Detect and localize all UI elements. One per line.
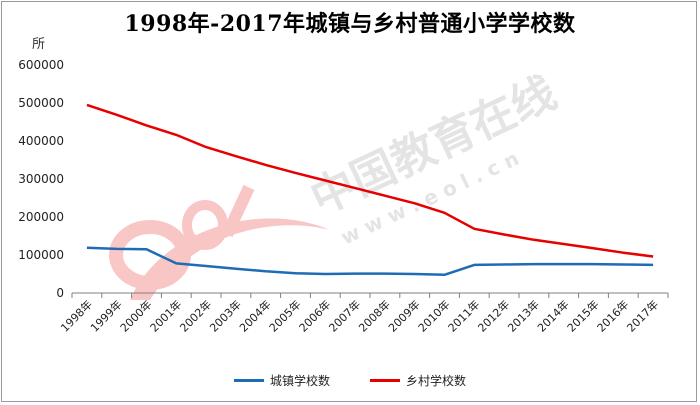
x-tick-label: 2009年: [385, 297, 422, 334]
x-tick-label: 2016年: [594, 297, 631, 334]
x-tick-label: 2015年: [564, 297, 601, 334]
legend-swatch-urban: [233, 378, 264, 382]
legend: 城镇学校数 乡村学校数: [0, 370, 700, 390]
y-axis: 0 100000 200000 300000 400000 500000 600000: [18, 58, 64, 300]
y-tick-label: 300000: [18, 172, 64, 186]
x-tick-label: 2007年: [326, 297, 363, 334]
legend-item-rural: 乡村学校数: [370, 372, 466, 389]
x-tick-label: 2010年: [415, 297, 452, 334]
x-tick-label: 2000年: [117, 297, 154, 334]
x-tick-label: 2005年: [266, 297, 303, 334]
chart-title: 1998年-2017年城镇与乡村普通小学学校数: [124, 11, 576, 37]
y-tick-label: 600000: [18, 58, 64, 72]
series-line-urban: [86, 246, 654, 277]
x-tick-label: 2013年: [505, 297, 542, 334]
x-tick-label: 1998年: [58, 297, 95, 334]
x-tick-label: 2017年: [624, 297, 661, 334]
x-tick-label: 2008年: [356, 297, 393, 334]
legend-item-urban: 城镇学校数: [233, 372, 330, 389]
x-tick-label: 1999年: [87, 297, 124, 334]
x-tick-label: 2003年: [207, 297, 244, 334]
y-tick-label: 0: [56, 286, 64, 300]
y-tick-label: 200000: [18, 210, 64, 224]
x-tick-label: 2012年: [475, 297, 512, 334]
x-tick-label: 2004年: [236, 297, 273, 334]
legend-label-rural: 乡村学校数: [406, 373, 467, 388]
x-tick-label: 2011年: [445, 297, 482, 334]
legend-label-urban: 城镇学校数: [269, 373, 330, 388]
series-lines: [86, 103, 654, 277]
legend-swatch-rural: [370, 378, 400, 382]
y-axis-unit-label: 所: [32, 37, 46, 52]
x-tick-label: 2014年: [534, 297, 571, 334]
series-line-rural: [86, 103, 654, 258]
y-tick-label: 400000: [18, 134, 64, 148]
x-tick-label: 2001年: [147, 297, 184, 334]
x-axis: 1998年1999年2000年2001年2002年2003年2004年2005年…: [58, 293, 669, 335]
x-tick-label: 2006年: [296, 297, 333, 334]
y-tick-label: 100000: [18, 248, 64, 262]
x-tick-label: 2002年: [177, 297, 214, 334]
y-tick-label: 500000: [18, 96, 64, 110]
